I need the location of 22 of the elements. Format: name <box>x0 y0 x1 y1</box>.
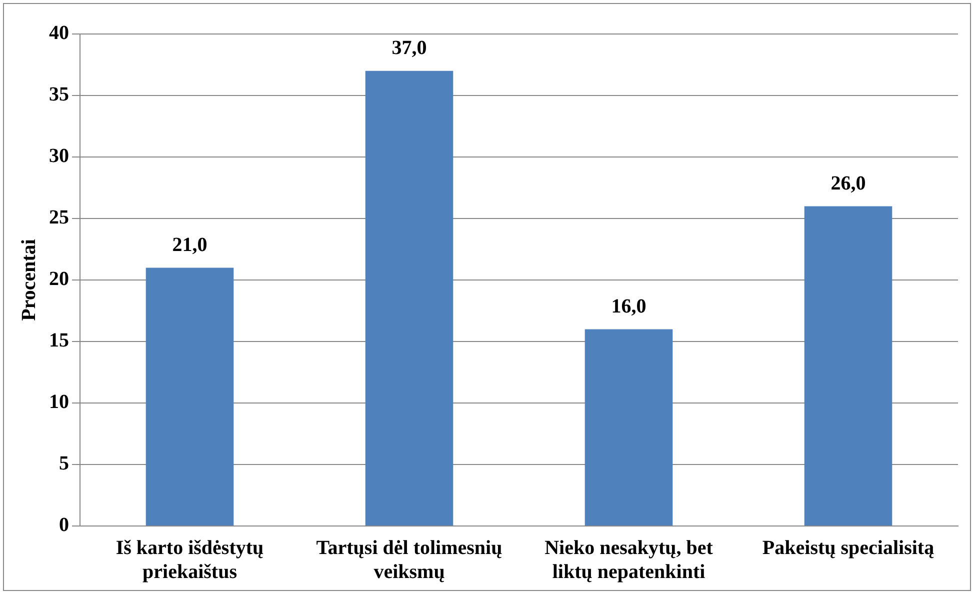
y-tick-label: 0 <box>59 514 69 536</box>
data-label: 16,0 <box>611 295 646 318</box>
y-tick-label: 30 <box>49 145 69 168</box>
x-tick-label: Iš karto išdėstytų priekaištus <box>116 537 264 584</box>
bar <box>365 70 454 526</box>
y-tick-label: 20 <box>49 268 69 290</box>
data-label: 21,0 <box>172 234 208 256</box>
y-tick-label: 35 <box>49 84 69 106</box>
y-tick-label: 10 <box>49 391 69 414</box>
data-label: 26,0 <box>830 172 866 194</box>
y-axis-title: Procentai <box>18 238 40 321</box>
y-tick-label: 40 <box>49 22 69 44</box>
y-tick-label: 25 <box>49 206 69 229</box>
bar <box>584 329 673 526</box>
x-tick-label: Nieko nesakytų, bet liktų nepatenkinti <box>544 537 714 584</box>
x-tick-label: Tartųsi dėl tolimesnių veiksmų <box>316 537 502 584</box>
y-tick-label: 15 <box>49 330 69 352</box>
x-tick-label: Pakeistų specialisitą <box>762 537 934 560</box>
bar <box>804 206 892 526</box>
bar <box>146 268 234 526</box>
data-label: 37,0 <box>392 37 427 60</box>
y-tick-label: 5 <box>59 452 69 475</box>
